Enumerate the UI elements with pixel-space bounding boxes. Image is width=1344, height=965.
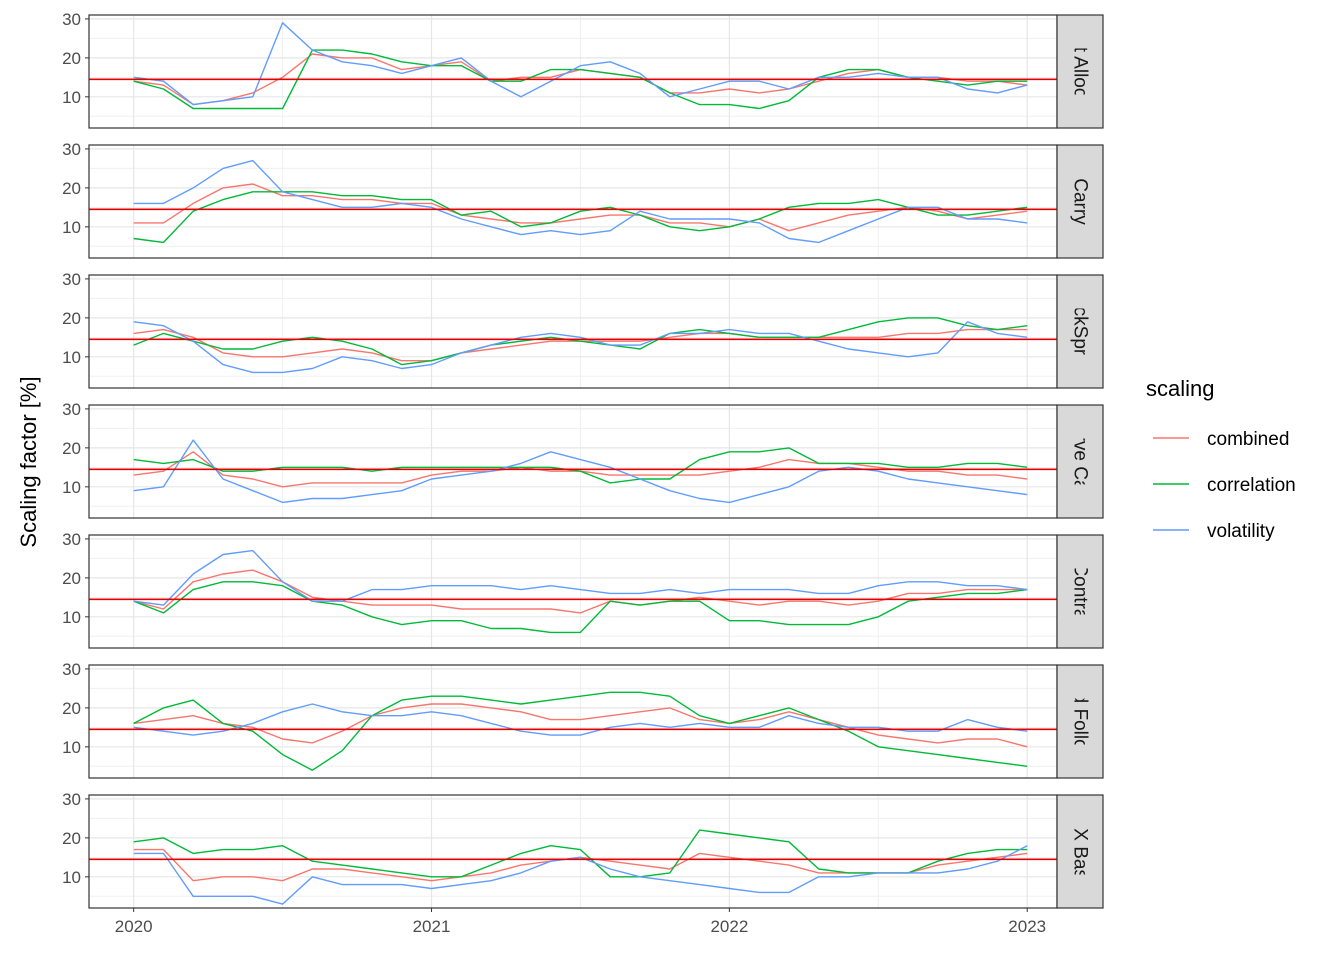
series-group (133, 691, 1028, 771)
series-line-volatility (133, 22, 1028, 106)
y-tick-label: 10 (62, 88, 81, 107)
facet-strip: Carry (1056, 144, 1104, 259)
x-tick-label: 2023 (1008, 917, 1046, 936)
series-group (133, 22, 1028, 110)
facet-strip-label: CrackSpread (1070, 276, 1091, 387)
panel-background (89, 665, 1057, 778)
series-line-correlation (133, 317, 1028, 366)
facet-strip: VIX Basis (1056, 794, 1104, 909)
series-line-correlation (133, 691, 1028, 771)
facet-strip-label: VIX Basis (1070, 810, 1091, 892)
series-line-correlation (133, 49, 1028, 110)
y-tick-label: 10 (62, 738, 81, 757)
legend-title: scaling (1146, 376, 1214, 401)
panel-background (89, 275, 1057, 388)
facet-strip-label: Trend Following (1070, 654, 1091, 788)
y-tick-label: 10 (62, 478, 81, 497)
legend-label: combined (1207, 429, 1289, 450)
y-tick-label: 20 (62, 49, 81, 68)
series-line-volatility (133, 439, 1028, 504)
series-line-volatility (133, 703, 1028, 736)
legend-label: correlation (1207, 475, 1296, 496)
series-group (133, 549, 1028, 634)
facet-strip: Trend Following (1056, 654, 1104, 788)
series-group (133, 317, 1028, 374)
facet-panel: 10 20 30 Curve Carry (62, 400, 1104, 519)
facet-strip: CrackSpread (1056, 274, 1104, 389)
panel-background (89, 145, 1057, 258)
facet-strip-background (1056, 664, 1104, 779)
y-tick-label: 20 (62, 699, 81, 718)
y-tick-label: 10 (62, 348, 81, 367)
facet-strip-label: Curve Carry (1070, 410, 1091, 513)
series-group (133, 829, 1028, 905)
facet-strip: Curve Carry (1056, 404, 1104, 519)
facet-strip-background (1056, 14, 1104, 129)
facet-panel: 10 20 30 CrackSpread (62, 270, 1104, 389)
y-tick-label: 30 (62, 660, 81, 679)
series-line-combined (133, 183, 1028, 232)
y-tick-label: 20 (62, 569, 81, 588)
series-group (133, 159, 1028, 244)
y-axis-title: Scaling factor [%] (16, 376, 41, 547)
y-tick-label: 30 (62, 530, 81, 549)
series-line-volatility (133, 321, 1028, 374)
y-tick-label: 10 (62, 608, 81, 627)
series-line-correlation (133, 581, 1028, 634)
x-tick-label: 2021 (413, 917, 451, 936)
facet-strip: Single Contract Beta (1056, 504, 1104, 679)
facet-strip-background (1056, 794, 1104, 909)
legend: scaling combined correlation volatility (1146, 376, 1296, 542)
series-line-volatility (133, 159, 1028, 244)
facet-strip-label: Carry (1070, 178, 1091, 225)
facet-strip-background (1056, 274, 1104, 389)
y-tick-label: 30 (62, 400, 81, 419)
y-tick-label: 20 (62, 309, 81, 328)
facet-panel: 10 20 30 Trend Following (62, 654, 1104, 788)
y-tick-label: 30 (62, 10, 81, 29)
x-tick-label: 2020 (115, 917, 153, 936)
y-tick-label: 20 (62, 829, 81, 848)
y-tick-label: 30 (62, 140, 81, 159)
panel-background (89, 535, 1057, 648)
facet-panel: 10 20 30 Asset Allocation (62, 4, 1104, 138)
y-tick-label: 30 (62, 270, 81, 289)
y-tick-label: 10 (62, 218, 81, 237)
panel-background (89, 795, 1057, 908)
facet-strip: Asset Allocation (1056, 4, 1104, 138)
facet-panel: 10 20 30 Carry (62, 140, 1104, 259)
series-line-correlation (133, 447, 1028, 484)
facet-strip-label: Single Contract Beta (1070, 504, 1091, 679)
facet-strip-background (1056, 404, 1104, 519)
legend-label: volatility (1207, 521, 1275, 542)
facet-strip-background (1056, 144, 1104, 259)
panel-background (89, 405, 1057, 518)
facet-panel: 10 20 30 Single Contract Beta (62, 504, 1104, 679)
y-tick-label: 20 (62, 179, 81, 198)
y-tick-label: 20 (62, 439, 81, 458)
y-tick-label: 30 (62, 790, 81, 809)
series-group (133, 439, 1028, 504)
series-line-combined (133, 703, 1028, 748)
series-line-volatility (133, 549, 1028, 606)
y-tick-label: 10 (62, 868, 81, 887)
facet-strip-label: Asset Allocation (1070, 4, 1091, 138)
series-line-volatility (133, 845, 1028, 905)
facet-strip-background (1056, 534, 1104, 649)
facet-panel: 10 20 30 VIX Basis (62, 790, 1104, 909)
x-tick-label: 2022 (710, 917, 748, 936)
